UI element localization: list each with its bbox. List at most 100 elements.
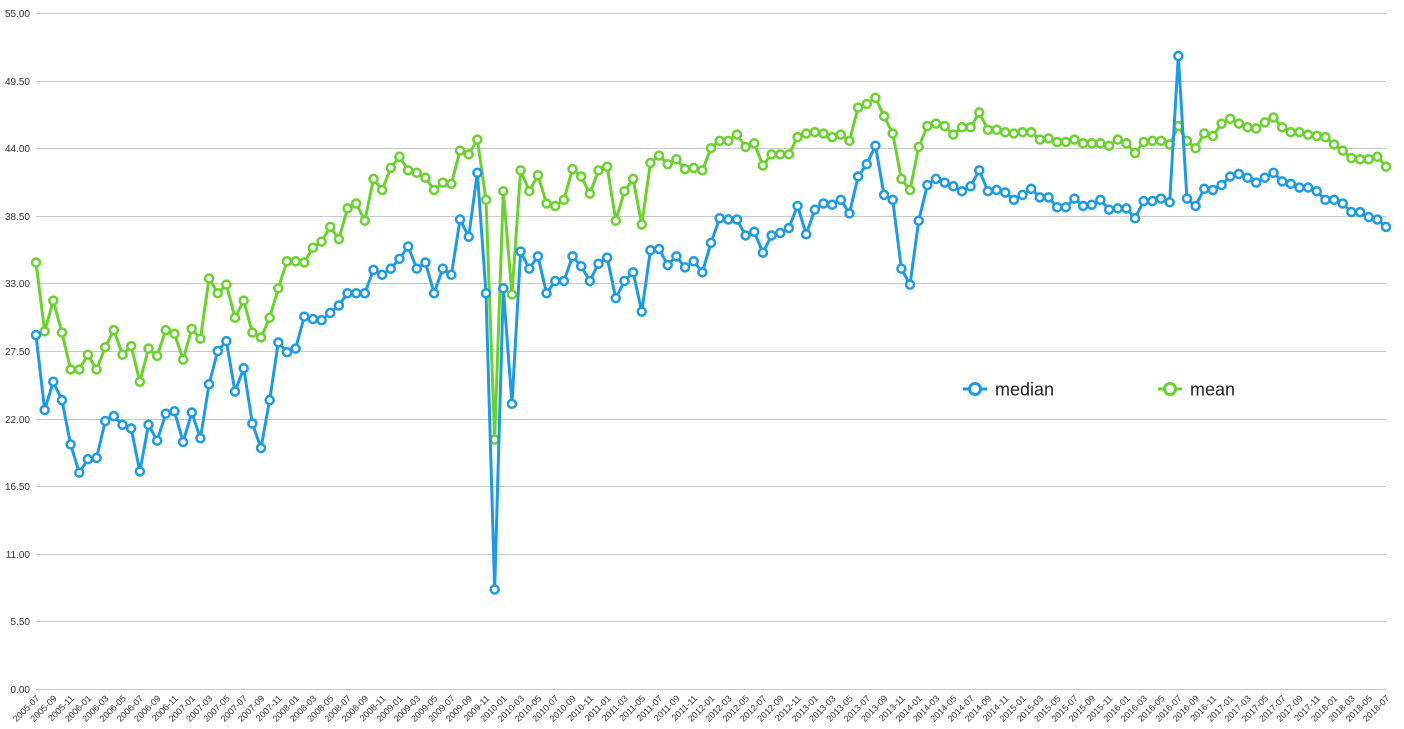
data-point-mean	[515, 165, 526, 176]
data-point-median	[1320, 194, 1331, 206]
data-point-mean	[896, 173, 907, 185]
data-point-mean	[333, 233, 345, 245]
y-tick-label: 5.50	[11, 617, 31, 628]
data-point-mean	[56, 327, 68, 338]
data-point-median	[1077, 200, 1089, 212]
data-point-median	[549, 275, 561, 287]
data-point-mean	[376, 184, 388, 196]
data-point-mean	[255, 332, 267, 343]
data-point-median	[1138, 195, 1149, 207]
data-point-mean	[1086, 138, 1098, 149]
data-point-mean	[385, 162, 397, 174]
data-point-mean	[1311, 130, 1323, 142]
data-point-mean	[826, 131, 838, 143]
data-point-median	[1199, 183, 1210, 195]
data-point-median	[1250, 177, 1262, 188]
data-point-median	[489, 584, 500, 595]
data-point-median	[39, 404, 50, 416]
data-point-mean	[1259, 117, 1271, 128]
data-point-median	[463, 231, 474, 242]
data-point-median	[1173, 50, 1184, 62]
data-point-median	[1086, 199, 1098, 210]
data-point-mean	[999, 126, 1011, 138]
data-point-median	[1294, 182, 1305, 193]
data-point-mean	[922, 120, 933, 132]
data-point-median	[359, 287, 371, 299]
data-point-mean	[749, 138, 760, 149]
data-point-median	[601, 252, 613, 263]
data-point-mean	[679, 163, 691, 175]
data-point-median	[809, 204, 821, 215]
data-point-mean	[1372, 151, 1383, 163]
data-point-mean	[247, 327, 258, 338]
data-point-median	[974, 165, 985, 176]
data-point-median	[757, 247, 769, 258]
data-point-median	[1233, 168, 1245, 180]
data-point-median	[852, 171, 864, 182]
data-point-mean	[524, 185, 535, 197]
data-point-mean	[619, 185, 630, 197]
data-point-median	[930, 173, 942, 185]
data-point-median	[1302, 182, 1314, 193]
data-point-mean	[575, 171, 587, 182]
data-point-mean	[740, 141, 751, 153]
data-point-mean	[1077, 138, 1089, 149]
data-point-median	[177, 436, 189, 448]
data-point-median	[939, 177, 950, 188]
data-point-mean	[30, 257, 42, 268]
data-point-median	[948, 181, 959, 192]
data-point-median	[1216, 179, 1227, 191]
data-point-median	[56, 394, 68, 406]
data-point-median	[299, 311, 310, 322]
data-point-mean	[835, 129, 847, 140]
data-point-median	[264, 394, 275, 406]
data-point-mean	[636, 219, 648, 230]
data-point-mean	[1017, 126, 1028, 138]
data-point-median	[376, 269, 388, 281]
data-point-median	[800, 228, 812, 240]
data-point-median	[593, 258, 604, 269]
data-point-median	[671, 251, 682, 262]
data-point-median	[999, 187, 1011, 198]
data-point-mean	[904, 184, 916, 196]
data-point-mean	[601, 161, 613, 172]
data-point-median	[627, 267, 639, 278]
data-point-median	[342, 287, 353, 299]
data-point-median	[420, 257, 431, 268]
data-point-median	[1051, 201, 1063, 213]
data-point-mean	[238, 295, 249, 306]
data-point-mean	[974, 107, 985, 118]
data-point-median	[532, 251, 544, 262]
data-point-median	[99, 415, 111, 427]
data-point-mean	[446, 178, 457, 190]
data-point-median	[783, 222, 795, 234]
data-point-median	[134, 466, 146, 477]
data-point-median	[203, 378, 215, 390]
data-point-mean	[506, 289, 518, 300]
data-point-mean	[108, 324, 120, 336]
data-point-mean	[1060, 136, 1072, 148]
x-axis-ticks: 2005-072005-092005-112006-012006-032006-…	[11, 693, 1391, 723]
data-point-mean	[774, 149, 786, 160]
data-point-median	[498, 283, 509, 294]
data-point-mean	[1242, 122, 1253, 133]
data-point-mean	[982, 124, 994, 136]
data-point-median	[774, 227, 786, 239]
data-point-median	[74, 467, 85, 478]
y-tick-label: 38.50	[5, 212, 30, 223]
data-point-median	[1147, 195, 1158, 207]
data-point-median	[437, 263, 448, 274]
data-point-mean	[697, 165, 708, 176]
y-tick-label: 22.00	[5, 415, 30, 426]
data-point-mean	[1224, 113, 1236, 124]
data-point-median	[1190, 200, 1201, 212]
data-point-median	[679, 262, 691, 273]
data-point-median	[1346, 206, 1357, 218]
data-point-mean	[705, 142, 717, 154]
data-point-mean	[1129, 147, 1141, 159]
data-point-median	[870, 140, 881, 151]
data-point-median	[1276, 176, 1288, 187]
data-point-median	[1164, 197, 1175, 208]
y-tick-label: 11.00	[6, 550, 31, 561]
data-point-median	[1060, 201, 1072, 213]
